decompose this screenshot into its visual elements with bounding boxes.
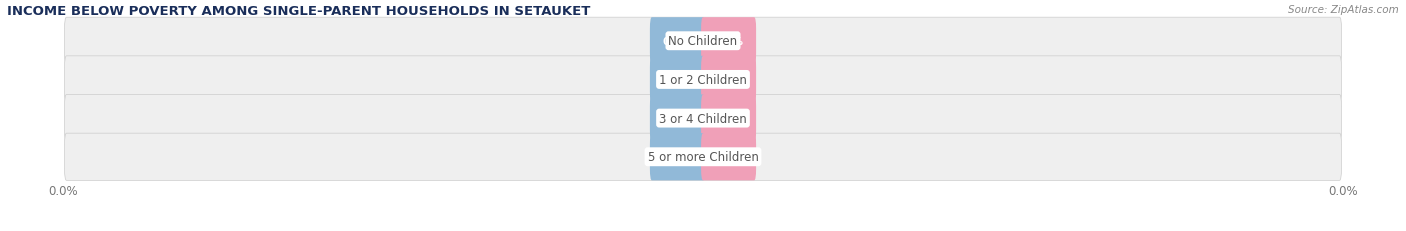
Text: 0.0%: 0.0% [662,75,692,85]
Text: 0.0%: 0.0% [662,152,692,162]
Text: 0.0%: 0.0% [714,114,744,124]
Text: 0.0%: 0.0% [714,152,744,162]
Text: INCOME BELOW POVERTY AMONG SINGLE-PARENT HOUSEHOLDS IN SETAUKET: INCOME BELOW POVERTY AMONG SINGLE-PARENT… [7,5,591,18]
Text: 5 or more Children: 5 or more Children [648,151,758,164]
Text: Source: ZipAtlas.com: Source: ZipAtlas.com [1288,5,1399,15]
Text: 0.0%: 0.0% [662,36,692,47]
Text: 0.0%: 0.0% [714,36,744,47]
FancyBboxPatch shape [65,134,1341,181]
FancyBboxPatch shape [702,57,756,103]
FancyBboxPatch shape [65,18,1341,65]
FancyBboxPatch shape [65,57,1341,103]
Text: 3 or 4 Children: 3 or 4 Children [659,112,747,125]
Text: 0.0%: 0.0% [662,114,692,124]
Text: No Children: No Children [668,35,738,48]
FancyBboxPatch shape [702,95,756,142]
FancyBboxPatch shape [650,95,704,142]
FancyBboxPatch shape [650,18,704,65]
FancyBboxPatch shape [702,134,756,181]
Text: 0.0%: 0.0% [714,75,744,85]
Text: 1 or 2 Children: 1 or 2 Children [659,74,747,87]
FancyBboxPatch shape [65,95,1341,142]
FancyBboxPatch shape [650,134,704,181]
FancyBboxPatch shape [650,57,704,103]
FancyBboxPatch shape [702,18,756,65]
